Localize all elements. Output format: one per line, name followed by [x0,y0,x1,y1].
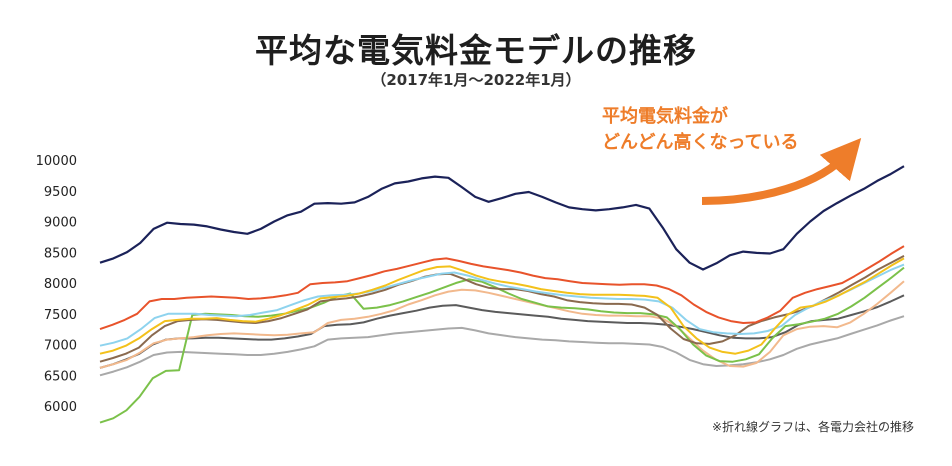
annotation-line-1: 平均電気料金が [602,106,728,127]
series-line-red [99,245,905,331]
y-tick-label: 9500 [44,185,77,200]
y-tick-label: 8000 [44,277,77,292]
y-axis: 6000 6500 7000 7500 8000 8500 9000 9500 10000 [36,154,77,415]
series-line-brown [99,255,905,363]
y-tick-label: 8500 [44,246,77,261]
series-line-darkgray [99,294,905,369]
y-tick-label: 6000 [44,400,77,415]
y-tick-label: 6500 [44,369,77,384]
trend-arrow-icon [701,137,862,205]
footnote: ※折れ線グラフは、各電力会社の推移 [711,420,914,434]
page-title: 平均な電気料金モデルの推移 [255,31,697,70]
series-line-yellow [99,257,905,355]
series-line-navy [99,165,905,271]
annotation-line-2: どんどん高くなっている [602,132,799,153]
series-lines [99,165,905,424]
page-subtitle: （2017年1月〜2022年1月） [371,71,581,89]
series-line-green [99,266,905,424]
series-line-peach [99,280,905,369]
y-tick-label: 9000 [44,216,77,231]
y-tick-label: 7000 [44,339,77,354]
trend-annotation: 平均電気料金が どんどん高くなっている [602,104,799,156]
series-line-lightgray [99,315,905,377]
y-tick-label: 7500 [44,308,77,323]
y-tick-label: 10000 [36,154,77,169]
series-line-cyan [99,263,905,347]
